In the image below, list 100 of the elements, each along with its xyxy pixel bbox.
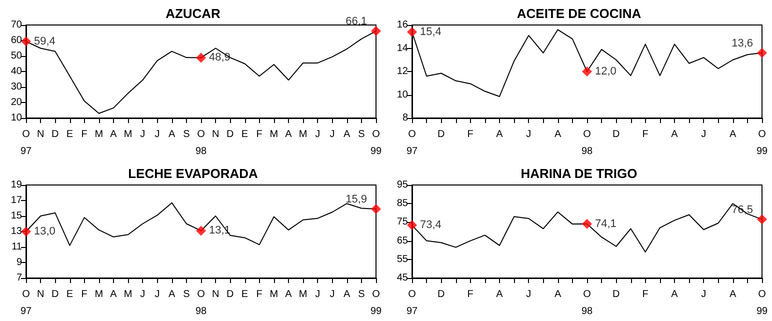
y-tick-label: 70: [10, 20, 22, 30]
x-tick-label: F: [256, 289, 262, 300]
chart-title: LECHE EVAPORADA: [128, 166, 258, 181]
x-tick-label: J: [154, 129, 160, 140]
y-tick-label: 9: [16, 257, 22, 268]
x-tick-label: F: [467, 289, 474, 300]
x-tick-label: A: [110, 289, 118, 300]
x-tick-label: O 97: [20, 289, 32, 317]
x-tick-label: J: [526, 289, 532, 300]
x-tick-label: J: [140, 129, 146, 140]
x-tick-label: J: [701, 129, 706, 140]
x-tick-label: M: [270, 129, 278, 140]
x-tick-label: F: [467, 129, 474, 140]
y-tick-label: 13: [10, 226, 22, 237]
x-tick-label: O 97: [406, 129, 418, 157]
x-tick-label: O 99: [370, 129, 382, 157]
x-tick-label: A: [110, 129, 118, 140]
chart-title: AZUCAR: [166, 6, 222, 21]
x-tick-label: D: [52, 289, 59, 300]
x-tick-label: O 99: [370, 289, 382, 317]
x-tick-label: S: [358, 289, 366, 300]
x-tick-label: M: [94, 129, 104, 140]
data-label: 48,9: [209, 52, 230, 64]
x-tick-label: N: [212, 129, 220, 140]
y-tick-label: 50: [10, 50, 22, 62]
x-tick-label: A: [168, 289, 176, 300]
x-tick-label: D: [226, 129, 234, 140]
y-tick-label: 45: [396, 272, 408, 284]
x-tick-label: D: [438, 129, 445, 140]
x-tick-label: M: [298, 289, 308, 300]
x-tick-label: A: [285, 129, 292, 140]
x-tick-label: E: [66, 129, 74, 140]
x-tick-label: O 98: [195, 289, 207, 317]
x-tick-label: O 99: [756, 129, 768, 157]
x-tick-label: S: [358, 129, 366, 140]
y-tick-label: 16: [396, 20, 408, 30]
y-tick-label: 10: [10, 112, 22, 124]
x-tick-label: J: [330, 289, 335, 300]
x-tick-label: J: [330, 129, 335, 140]
x-tick-label: M: [298, 129, 308, 140]
chart-title: ACEITE DE COCINA: [516, 6, 642, 21]
x-tick-label: J: [140, 289, 146, 300]
y-tick-label: 75: [396, 216, 408, 228]
data-label: 13,6: [732, 37, 753, 50]
x-tick-label: D: [438, 289, 445, 300]
data-label: 59,4: [34, 35, 56, 48]
data-label: 15,9: [346, 194, 367, 206]
x-tick-label: S: [183, 129, 190, 140]
x-tick-label: F: [81, 129, 88, 140]
x-tick-label: M: [94, 289, 104, 300]
x-tick-label: A: [554, 129, 562, 140]
data-label: 15,4: [420, 26, 442, 38]
y-tick-label: 7: [16, 272, 22, 284]
x-tick-label: N: [36, 289, 44, 300]
x-tick-label: A: [729, 129, 736, 140]
x-tick-label: O 98: [195, 129, 207, 157]
y-tick-label: 60: [10, 35, 22, 46]
x-tick-label: F: [81, 289, 88, 300]
y-tick-label: 95: [396, 180, 408, 190]
x-tick-label: J: [154, 289, 160, 300]
x-tick-label: S: [183, 289, 190, 300]
x-tick-label: F: [642, 129, 648, 140]
y-tick-label: 19: [10, 180, 22, 190]
x-tick-label: D: [612, 129, 620, 140]
y-tick-label: 14: [396, 42, 408, 54]
x-tick-label: M: [124, 129, 132, 140]
x-tick-label: A: [343, 129, 350, 140]
x-tick-label: O 98: [581, 289, 593, 317]
x-tick-label: J: [701, 289, 706, 300]
x-tick-label: M: [124, 289, 132, 300]
x-tick-label: A: [496, 129, 504, 140]
x-tick-label: E: [241, 289, 248, 300]
x-tick-label: O 98: [581, 129, 593, 157]
x-tick-label: D: [612, 289, 620, 300]
y-tick-label: 12: [396, 66, 408, 77]
x-tick-label: D: [52, 129, 59, 140]
data-label: 74,1: [595, 218, 616, 230]
y-tick-label: 17: [10, 195, 22, 206]
x-tick-label: A: [729, 289, 736, 300]
x-tick-label: A: [671, 289, 678, 300]
x-tick-label: N: [212, 289, 220, 300]
x-tick-label: M: [270, 289, 278, 300]
x-tick-label: E: [66, 289, 74, 300]
x-tick-label: J: [315, 129, 320, 140]
y-tick-label: 40: [10, 66, 22, 77]
x-tick-label: E: [241, 129, 248, 140]
x-tick-label: A: [496, 289, 504, 300]
x-tick-label: O 97: [20, 129, 32, 157]
x-tick-label: A: [285, 289, 292, 300]
x-tick-label: O 99: [756, 289, 768, 317]
y-tick-label: 85: [396, 198, 408, 210]
x-tick-label: N: [36, 129, 44, 140]
x-tick-label: A: [168, 129, 176, 140]
x-tick-label: F: [256, 129, 262, 140]
x-tick-label: J: [315, 289, 320, 300]
y-tick-label: 30: [10, 82, 22, 92]
data-label: 73,4: [420, 219, 442, 232]
x-tick-label: J: [526, 129, 532, 140]
data-label: 12,0: [595, 66, 616, 78]
x-tick-label: A: [671, 129, 678, 140]
